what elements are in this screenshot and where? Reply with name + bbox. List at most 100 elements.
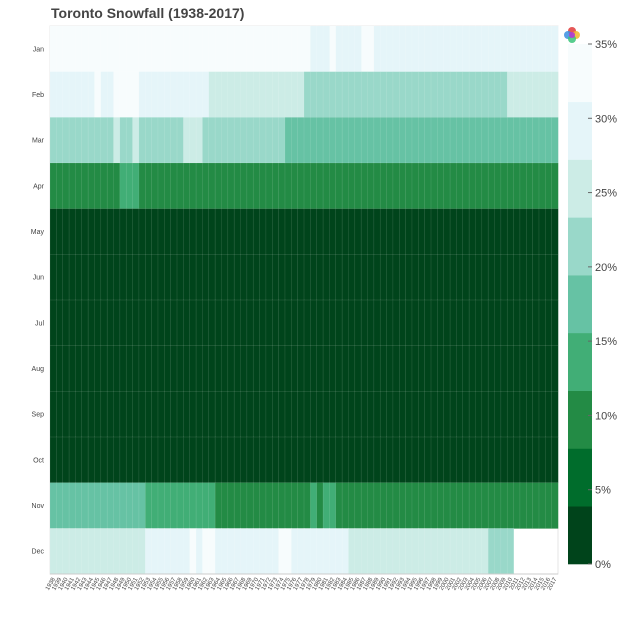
heatmap-cell-dec-1985[interactable] [348, 528, 356, 575]
heatmap-cell-sep-1947[interactable] [106, 391, 115, 438]
heatmap-cell-oct-1969[interactable] [246, 436, 254, 484]
heatmap-cell-apr-1977[interactable] [297, 162, 305, 210]
heatmap-cell-oct-1985[interactable] [348, 436, 356, 484]
heatmap-cell-may-2015[interactable] [538, 208, 546, 255]
heatmap-cell-nov-1983[interactable] [335, 482, 343, 529]
heatmap-cell-nov-1945[interactable] [94, 482, 102, 529]
heatmap-cell-jun-1947[interactable] [106, 254, 115, 301]
heatmap-cell-oct-1983[interactable] [335, 436, 343, 484]
heatmap-cell-jul-1965[interactable] [221, 299, 229, 347]
heatmap-cell-aug-1944[interactable] [87, 345, 95, 392]
heatmap-cell-nov-2001[interactable] [449, 482, 457, 529]
heatmap-cell-aug-1964[interactable] [214, 345, 223, 392]
heatmap-cell-may-1997[interactable] [424, 208, 432, 255]
heatmap-cell-jan-1963[interactable] [208, 25, 216, 73]
heatmap-cell-feb-2005[interactable] [475, 71, 483, 118]
heatmap-cell-nov-1949[interactable] [119, 482, 127, 529]
heatmap-cell-mar-2014[interactable] [532, 117, 540, 164]
heatmap-cell-oct-2006[interactable] [481, 436, 489, 484]
heatmap-cell-sep-1957[interactable] [170, 391, 178, 438]
heatmap-cell-jul-1968[interactable] [240, 299, 248, 347]
heatmap-cell-may-1955[interactable] [157, 208, 165, 255]
heatmap-cell-sep-1950[interactable] [125, 391, 134, 438]
heatmap-cell-jan-1950[interactable] [125, 25, 134, 73]
heatmap-cell-may-1946[interactable] [100, 208, 108, 255]
heatmap-cell-feb-1973[interactable] [272, 71, 280, 118]
heatmap-cell-apr-1978[interactable] [303, 162, 311, 210]
heatmap-cell-aug-2000[interactable] [443, 345, 451, 392]
heatmap-cell-may-2008[interactable] [494, 208, 502, 255]
heatmap-cell-dec-2008[interactable] [494, 528, 502, 575]
heatmap-cell-feb-1982[interactable] [329, 71, 337, 118]
heatmap-cell-mar-1952[interactable] [138, 117, 146, 164]
heatmap-cell-apr-1938[interactable] [49, 162, 57, 210]
heatmap-cell-dec-1984[interactable] [341, 528, 350, 575]
heatmap-cell-sep-1954[interactable] [151, 391, 159, 438]
heatmap-cell-apr-1940[interactable] [62, 162, 70, 210]
heatmap-cell-jul-2013[interactable] [526, 299, 534, 347]
heatmap-cell-dec-1964[interactable] [214, 528, 223, 575]
heatmap-cell-jun-1998[interactable] [430, 254, 438, 301]
heatmap-cell-jan-1978[interactable] [303, 25, 311, 73]
heatmap-cell-jun-1950[interactable] [125, 254, 134, 301]
heatmap-cell-jan-1969[interactable] [246, 25, 254, 73]
heatmap-cell-oct-2000[interactable] [443, 436, 451, 484]
heatmap-cell-aug-2003[interactable] [462, 345, 470, 392]
heatmap-cell-dec-1959[interactable] [183, 528, 191, 575]
heatmap-cell-aug-2008[interactable] [494, 345, 502, 392]
heatmap-cell-mar-1966[interactable] [227, 117, 235, 164]
heatmap-cell-may-2017[interactable] [551, 208, 559, 255]
heatmap-cell-jan-2001[interactable] [449, 25, 457, 73]
heatmap-cell-sep-1991[interactable] [386, 391, 394, 438]
heatmap-cell-oct-1960[interactable] [189, 436, 197, 484]
heatmap-cell-aug-1974[interactable] [278, 345, 286, 392]
heatmap-cell-oct-1968[interactable] [240, 436, 248, 484]
heatmap-cell-may-1999[interactable] [437, 208, 445, 255]
heatmap-cell-mar-1988[interactable] [367, 117, 375, 164]
heatmap-cell-mar-1943[interactable] [81, 117, 89, 164]
heatmap-cell-aug-1994[interactable] [405, 345, 413, 392]
heatmap-cell-nov-2012[interactable] [519, 482, 527, 529]
heatmap-cell-nov-1996[interactable] [418, 482, 426, 529]
heatmap-cell-jan-1996[interactable] [418, 25, 426, 73]
heatmap-cell-oct-1993[interactable] [399, 436, 407, 484]
heatmap-cell-may-1958[interactable] [176, 208, 184, 255]
heatmap-cell-sep-1967[interactable] [233, 391, 242, 438]
heatmap-cell-nov-1967[interactable] [233, 482, 242, 529]
heatmap-cell-oct-2009[interactable] [500, 436, 508, 484]
heatmap-cell-may-1981[interactable] [322, 208, 330, 255]
heatmap-cell-may-2001[interactable] [449, 208, 457, 255]
heatmap-cell-aug-1984[interactable] [341, 345, 350, 392]
heatmap-cell-jul-2007[interactable] [487, 299, 496, 347]
heatmap-cell-jul-1993[interactable] [399, 299, 407, 347]
heatmap-cell-mar-1974[interactable] [278, 117, 286, 164]
heatmap-cell-nov-1968[interactable] [240, 482, 248, 529]
heatmap-cell-aug-1999[interactable] [437, 345, 445, 392]
heatmap-cell-jun-1993[interactable] [399, 254, 407, 301]
heatmap-cell-sep-1988[interactable] [367, 391, 375, 438]
heatmap-cell-dec-1940[interactable] [62, 528, 70, 575]
heatmap-cell-jul-1967[interactable] [233, 299, 242, 347]
heatmap-cell-mar-1949[interactable] [119, 117, 127, 164]
heatmap-cell-jun-1944[interactable] [87, 254, 95, 301]
heatmap-cell-aug-1938[interactable] [49, 345, 57, 392]
heatmap-cell-may-2005[interactable] [475, 208, 483, 255]
heatmap-cell-jun-1983[interactable] [335, 254, 343, 301]
heatmap-cell-aug-2005[interactable] [475, 345, 483, 392]
heatmap-cell-sep-2010[interactable] [506, 391, 515, 438]
heatmap-cell-may-1977[interactable] [297, 208, 305, 255]
heatmap-cell-nov-1972[interactable] [265, 482, 273, 529]
heatmap-cell-jul-2011[interactable] [513, 299, 521, 347]
heatmap-cell-feb-1969[interactable] [246, 71, 254, 118]
heatmap-cell-feb-1974[interactable] [278, 71, 286, 118]
heatmap-cell-jun-1939[interactable] [56, 254, 64, 301]
heatmap-cell-aug-1967[interactable] [233, 345, 242, 392]
heatmap-cell-sep-1939[interactable] [56, 391, 64, 438]
heatmap-cell-nov-1961[interactable] [195, 482, 203, 529]
heatmap-cell-jan-1989[interactable] [373, 25, 381, 73]
heatmap-cell-mar-1944[interactable] [87, 117, 95, 164]
heatmap-cell-mar-1957[interactable] [170, 117, 178, 164]
heatmap-cell-feb-2010[interactable] [506, 71, 515, 118]
heatmap-cell-may-1972[interactable] [265, 208, 273, 255]
heatmap-cell-jan-2012[interactable] [519, 25, 527, 73]
